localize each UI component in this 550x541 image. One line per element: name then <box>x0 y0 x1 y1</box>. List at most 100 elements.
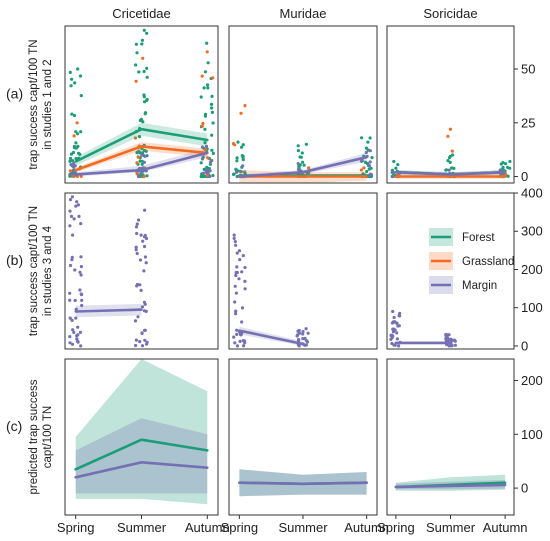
data-point-forest <box>202 86 206 90</box>
data-point-margin <box>389 337 393 341</box>
x-tick-label: Spring <box>221 520 259 535</box>
panel-b-muridae <box>228 192 378 350</box>
data-point-margin <box>234 291 238 295</box>
data-point-grassland <box>72 134 76 138</box>
data-point-forest <box>69 156 73 161</box>
data-point-margin <box>71 328 75 332</box>
data-point-forest <box>199 161 203 165</box>
data-point-grassland <box>141 56 145 60</box>
y-axis-label: capt/100 TN <box>42 406 54 468</box>
legend: Forest Grassland Margin <box>429 228 514 294</box>
data-point-margin <box>237 249 242 253</box>
data-point-forest <box>142 69 146 74</box>
ci-band-margin <box>239 152 367 179</box>
x-tick-label: Spring <box>377 520 415 535</box>
fit-line-margin <box>238 329 305 346</box>
fit-line-margin <box>238 481 368 486</box>
facet-title: Cricetidae <box>112 6 171 21</box>
data-point-forest <box>145 66 149 70</box>
panel-content <box>231 104 374 183</box>
data-point-forest <box>211 121 215 125</box>
data-point-forest <box>504 162 508 166</box>
panel-border <box>228 192 378 350</box>
data-point-forest <box>143 148 147 153</box>
data-point-margin <box>78 270 82 274</box>
data-point-margin <box>295 334 299 338</box>
data-point-margin <box>78 288 82 292</box>
data-point-margin <box>395 337 399 341</box>
data-point-margin <box>234 309 238 313</box>
data-point-margin <box>390 321 394 325</box>
panel-content <box>394 474 507 491</box>
data-point-forest <box>241 143 245 147</box>
data-point-margin <box>142 269 146 273</box>
data-point-margin <box>239 333 243 337</box>
data-point-margin <box>241 254 245 258</box>
data-point-forest <box>140 147 144 151</box>
data-point-margin <box>233 300 237 304</box>
data-point-margin <box>235 251 239 255</box>
data-point-margin <box>235 328 239 332</box>
data-point-margin <box>134 343 138 348</box>
data-point-margin <box>138 258 143 262</box>
data-point-margin <box>209 160 213 164</box>
data-point-forest <box>369 166 373 170</box>
data-point-forest <box>79 94 83 98</box>
panel-border <box>64 25 219 184</box>
data-point-forest <box>145 97 149 102</box>
data-point-margin <box>240 270 244 274</box>
data-point-margin <box>75 337 79 341</box>
fit-line-margin <box>238 155 368 178</box>
data-point-grassland <box>211 76 215 80</box>
data-point-margin <box>392 315 396 320</box>
data-point-forest <box>205 41 209 45</box>
fit-line-margin <box>394 170 507 176</box>
data-point-forest <box>206 61 210 65</box>
data-point-forest <box>301 160 305 164</box>
data-point-margin <box>77 214 81 218</box>
data-point-margin <box>79 344 83 348</box>
data-point-grassland <box>68 169 72 173</box>
panel-content <box>238 469 368 497</box>
data-point-forest <box>74 157 78 161</box>
legend-label-forest: Forest <box>462 232 495 244</box>
data-point-grassland <box>200 124 204 128</box>
data-point-margin <box>447 168 451 172</box>
fit-line-forest <box>74 438 209 471</box>
panel-content <box>68 195 149 348</box>
panel-content <box>232 233 310 348</box>
data-point-margin <box>134 338 138 342</box>
panel-b-cricetidae <box>64 192 219 350</box>
data-point-forest <box>365 169 369 174</box>
data-point-margin <box>243 265 247 270</box>
data-point-margin <box>139 171 143 175</box>
panel-a-soricidae <box>386 25 515 184</box>
data-point-forest <box>79 130 83 134</box>
data-point-margin <box>68 298 72 302</box>
data-point-margin <box>75 334 79 338</box>
data-point-margin <box>68 316 72 320</box>
data-point-margin <box>395 331 399 335</box>
ci-band-forest <box>75 359 208 505</box>
data-point-margin <box>68 335 72 339</box>
data-point-grassland <box>79 174 83 178</box>
facet-title: Soricidae <box>423 6 477 21</box>
data-point-forest <box>448 154 452 158</box>
data-point-margin <box>235 270 239 275</box>
data-point-margin <box>208 169 212 173</box>
data-point-forest <box>145 31 149 35</box>
panel-border <box>228 25 378 184</box>
data-point-margin <box>297 331 302 335</box>
data-point-margin <box>74 316 78 320</box>
y-tick-label: 200 <box>521 262 543 277</box>
data-point-grassland <box>201 121 205 126</box>
data-point-forest <box>140 42 144 46</box>
data-point-forest <box>209 102 214 106</box>
data-point-margin <box>143 208 147 212</box>
data-point-margin <box>297 339 301 343</box>
data-point-forest <box>142 93 146 97</box>
y-tick-label: 0 <box>521 169 528 184</box>
data-point-grassland <box>135 161 139 165</box>
panel-content <box>74 359 209 505</box>
